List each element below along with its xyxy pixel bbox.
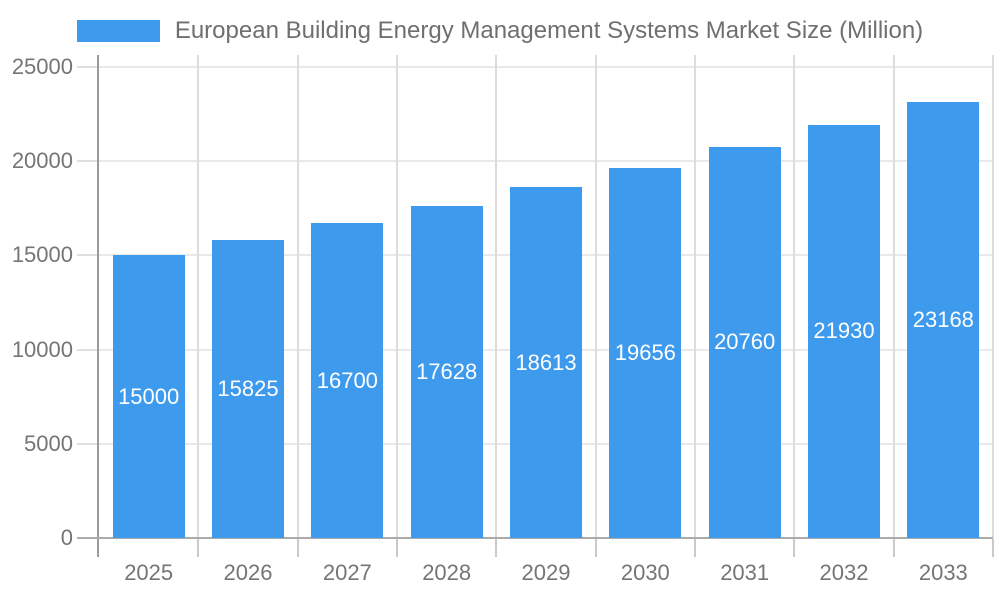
bar-value-label: 18613 (515, 349, 577, 375)
bar-value-label: 15000 (118, 383, 180, 409)
x-tick (793, 539, 796, 557)
x-tick-label: 2029 (521, 560, 571, 585)
y-tick (77, 254, 99, 257)
bar[interactable] (510, 187, 582, 538)
h-gridline (99, 66, 993, 68)
x-tick (694, 539, 696, 557)
bar[interactable] (808, 124, 880, 538)
v-gridline (793, 55, 796, 538)
x-tick-label: 2026 (223, 560, 273, 585)
v-gridline (197, 55, 200, 538)
y-tick-label: 25000 (11, 54, 73, 79)
y-tick-label: 0 (60, 525, 73, 550)
y-tick-label: 5000 (24, 430, 73, 456)
bar[interactable] (609, 167, 682, 538)
x-tick (892, 539, 895, 557)
y-axis-line (97, 55, 99, 557)
x-tick (197, 539, 200, 557)
h-gridline (99, 160, 993, 163)
legend-item[interactable]: European Building Energy Management Syst… (0, 0, 1000, 62)
legend-label: European Building Energy Management Syst… (174, 17, 924, 44)
x-tick-label: 2030 (620, 560, 670, 585)
bar-value-label: 21930 (813, 318, 875, 344)
bar[interactable] (708, 146, 781, 538)
x-tick (495, 539, 498, 557)
x-tick-label: 2027 (322, 560, 372, 585)
v-gridline (296, 55, 299, 538)
x-tick-label: 2031 (720, 560, 770, 585)
bar-value-label: 23168 (912, 306, 974, 332)
x-tick-label: 2033 (918, 560, 968, 585)
x-tick (296, 539, 299, 557)
v-gridline (694, 55, 696, 538)
bar[interactable] (212, 239, 284, 538)
x-tick (396, 539, 398, 557)
x-tick (594, 539, 597, 557)
v-gridline (495, 55, 498, 538)
bar[interactable] (410, 205, 483, 538)
v-gridline (992, 55, 994, 538)
y-tick (77, 160, 99, 163)
bar-value-label: 20760 (714, 329, 776, 355)
bar-value-label: 19656 (614, 339, 676, 365)
bar-value-label: 15825 (217, 375, 279, 401)
y-tick-label: 10000 (11, 336, 73, 362)
v-gridline (892, 55, 895, 538)
bar-value-label: 17628 (416, 358, 478, 384)
y-tick (77, 348, 99, 351)
x-axis-line (77, 537, 993, 539)
bar-value-label: 16700 (316, 367, 378, 393)
x-tick-label: 2025 (124, 560, 174, 585)
y-tick-label: 20000 (11, 148, 73, 174)
v-gridline (594, 55, 597, 538)
v-gridline (396, 55, 398, 538)
y-tick (77, 66, 99, 68)
bar[interactable] (112, 255, 185, 538)
x-tick (992, 539, 994, 557)
bar[interactable] (311, 223, 384, 538)
x-tick-label: 2028 (422, 560, 472, 585)
x-tick-label: 2032 (819, 560, 869, 585)
bar[interactable] (907, 101, 980, 538)
y-tick (77, 442, 99, 445)
y-tick-label: 15000 (11, 242, 73, 268)
legend-swatch (76, 20, 160, 42)
